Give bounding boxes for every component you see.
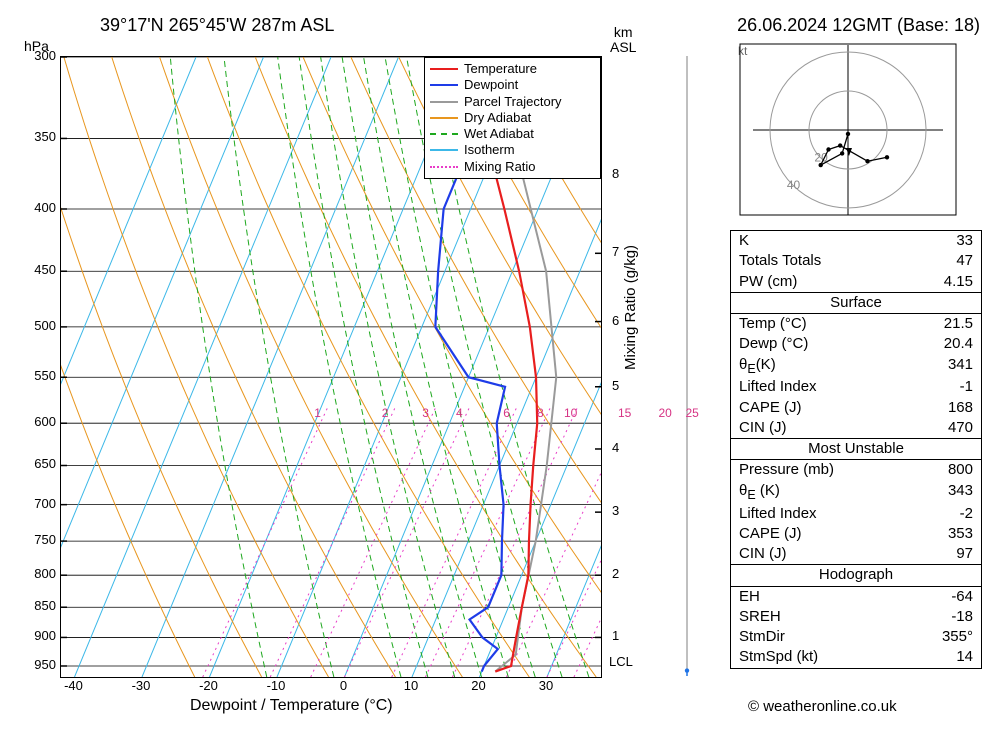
stat-row: StmSpd (kt)14: [731, 647, 981, 667]
temperature-tick: -10: [256, 678, 296, 693]
pressure-tick: 900: [20, 628, 56, 643]
location-title: 39°17'N 265°45'W 287m ASL: [100, 15, 334, 36]
pressure-tick: 950: [20, 657, 56, 672]
stat-row: CAPE (J)168: [731, 398, 981, 418]
stat-row: Totals Totals47: [731, 251, 981, 271]
mixing-ratio-value: 6: [503, 406, 510, 420]
stat-row: EH-64: [731, 587, 981, 607]
stat-row: Lifted Index-2: [731, 504, 981, 524]
legend-item: Dewpoint: [430, 77, 595, 93]
mixing-ratio-value: 4: [456, 406, 463, 420]
svg-text:40: 40: [787, 178, 801, 192]
pressure-tick: 800: [20, 566, 56, 581]
stat-row: CIN (J)97: [731, 544, 981, 564]
legend: TemperatureDewpointParcel TrajectoryDry …: [424, 57, 601, 179]
mixing-ratio-value: 10: [564, 406, 577, 420]
stat-row: Temp (°C)21.5: [731, 314, 981, 334]
mixing-ratio-value: 20: [658, 406, 671, 420]
temperature-axis-label: Dewpoint / Temperature (°C): [190, 697, 393, 715]
lcl-label: LCL: [609, 654, 633, 669]
stat-row: SREH-18: [731, 607, 981, 627]
pressure-tick: 850: [20, 598, 56, 613]
stat-row: θE (K)343: [731, 481, 981, 504]
stat-row: PW (cm)4.15: [731, 272, 981, 292]
temperature-tick: 20: [459, 678, 499, 693]
height-tick: 7: [612, 244, 619, 259]
pressure-tick: 400: [20, 200, 56, 215]
height-axis-label: kmASL: [610, 25, 636, 56]
datetime-title: 26.06.2024 12GMT (Base: 18): [737, 15, 980, 36]
stat-row: Lifted Index-1: [731, 377, 981, 397]
height-tick: 8: [612, 166, 619, 181]
wind-barb-column: [660, 56, 715, 676]
height-tick: 5: [612, 378, 619, 393]
temperature-tick: -20: [189, 678, 229, 693]
pressure-tick: 750: [20, 532, 56, 547]
pressure-tick: 600: [20, 414, 56, 429]
mixing-ratio-value: 1: [314, 406, 321, 420]
stat-heading: Most Unstable: [731, 438, 981, 460]
legend-item: Parcel Trajectory: [430, 94, 595, 110]
legend-item: Dry Adiabat: [430, 110, 595, 126]
temperature-tick: -30: [121, 678, 161, 693]
mixing-ratio-value: 15: [618, 406, 631, 420]
legend-item: Wet Adiabat: [430, 126, 595, 142]
mixing-ratio-value: 8: [537, 406, 544, 420]
temperature-tick: 30: [526, 678, 566, 693]
legend-item: Isotherm: [430, 142, 595, 158]
temperature-tick: 0: [324, 678, 364, 693]
stat-heading: Hodograph: [731, 564, 981, 586]
indices-box: K33Totals Totals47PW (cm)4.15SurfaceTemp…: [730, 230, 982, 669]
pressure-tick: 550: [20, 368, 56, 383]
legend-item: Mixing Ratio: [430, 159, 595, 175]
mixing-ratio-value: 2: [382, 406, 389, 420]
pressure-tick: 500: [20, 318, 56, 333]
height-tick: 4: [612, 440, 619, 455]
legend-item: Temperature: [430, 61, 595, 77]
stat-row: K33: [731, 231, 981, 251]
pressure-tick: 350: [20, 129, 56, 144]
pressure-tick: 650: [20, 456, 56, 471]
height-tick: 2: [612, 566, 619, 581]
stat-row: Dewp (°C)20.4: [731, 334, 981, 354]
mixing-ratio-label: Mixing Ratio (g/kg): [622, 245, 639, 370]
stat-row: θE(K)341: [731, 355, 981, 378]
stat-row: CIN (J)470: [731, 418, 981, 438]
stat-heading: Surface: [731, 292, 981, 314]
hodograph: 2040: [730, 42, 966, 217]
height-tick: 1: [612, 628, 619, 643]
pressure-tick: 450: [20, 262, 56, 277]
stat-row: CAPE (J)353: [731, 524, 981, 544]
mixing-ratio-value: 25: [685, 406, 698, 420]
pressure-tick: 300: [20, 48, 56, 63]
height-tick: 6: [612, 313, 619, 328]
pressure-tick: 700: [20, 496, 56, 511]
stat-row: StmDir355°: [731, 627, 981, 647]
temperature-tick: -40: [54, 678, 94, 693]
mixing-ratio-value: 3: [422, 406, 429, 420]
copyright: © weatheronline.co.uk: [748, 698, 897, 715]
temperature-tick: 10: [391, 678, 431, 693]
height-tick: 3: [612, 503, 619, 518]
stat-row: Pressure (mb)800: [731, 460, 981, 480]
